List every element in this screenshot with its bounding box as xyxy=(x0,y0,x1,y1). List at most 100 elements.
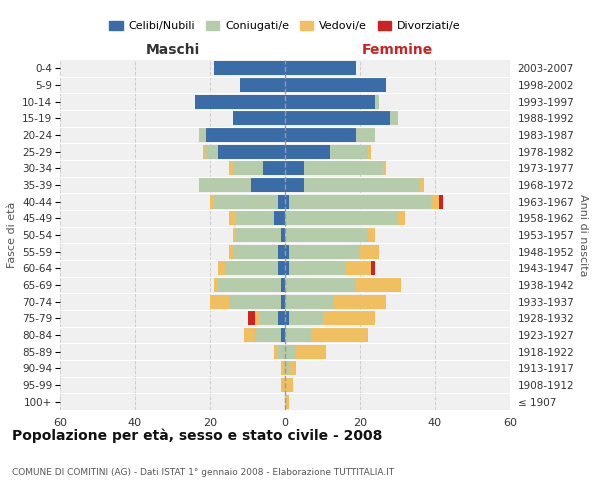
Bar xyxy=(285,128,356,142)
Bar xyxy=(218,144,285,159)
Bar xyxy=(277,344,285,359)
Bar xyxy=(420,178,424,192)
Bar xyxy=(263,162,285,175)
Y-axis label: Anni di nascita: Anni di nascita xyxy=(578,194,588,276)
Y-axis label: Fasce di età: Fasce di età xyxy=(7,202,17,268)
Legend: Celibi/Nubili, Coniugati/e, Vedovi/e, Divorziati/e: Celibi/Nubili, Coniugati/e, Vedovi/e, Di… xyxy=(105,16,465,36)
Bar xyxy=(206,128,285,142)
Bar xyxy=(255,328,281,342)
Bar xyxy=(281,278,285,292)
Bar xyxy=(285,328,311,342)
Bar xyxy=(229,162,233,175)
Bar xyxy=(281,378,285,392)
Bar xyxy=(199,128,206,142)
Bar xyxy=(367,144,371,159)
Bar xyxy=(431,194,439,209)
Bar xyxy=(229,244,233,259)
Text: Popolazione per età, sesso e stato civile - 2008: Popolazione per età, sesso e stato civil… xyxy=(12,428,382,443)
Bar xyxy=(281,228,285,242)
Bar xyxy=(375,94,379,109)
Bar xyxy=(248,311,255,326)
Bar xyxy=(210,194,214,209)
Bar xyxy=(195,94,285,109)
Bar xyxy=(218,278,281,292)
Bar xyxy=(233,244,277,259)
Bar xyxy=(285,112,390,126)
Text: Maschi: Maschi xyxy=(145,42,200,56)
Bar xyxy=(255,311,259,326)
Bar xyxy=(356,128,375,142)
Bar xyxy=(233,162,263,175)
Bar xyxy=(285,394,289,409)
Bar xyxy=(304,178,420,192)
Bar xyxy=(289,361,296,376)
Bar xyxy=(259,311,277,326)
Bar xyxy=(281,328,285,342)
Bar xyxy=(289,261,345,276)
Bar xyxy=(371,261,375,276)
Bar xyxy=(356,278,401,292)
Bar xyxy=(398,211,405,226)
Bar xyxy=(345,261,371,276)
Bar xyxy=(360,244,379,259)
Bar xyxy=(203,144,206,159)
Bar xyxy=(281,361,285,376)
Bar xyxy=(285,344,296,359)
Bar xyxy=(281,294,285,308)
Bar xyxy=(285,194,289,209)
Bar xyxy=(285,62,356,76)
Bar xyxy=(199,178,251,192)
Bar xyxy=(233,112,285,126)
Bar xyxy=(214,194,277,209)
Bar xyxy=(285,311,289,326)
Bar xyxy=(285,278,356,292)
Bar xyxy=(323,311,375,326)
Bar xyxy=(225,261,277,276)
Bar xyxy=(289,244,360,259)
Bar xyxy=(285,244,289,259)
Text: COMUNE DI COMITINI (AG) - Dati ISTAT 1° gennaio 2008 - Elaborazione TUTTITALIA.I: COMUNE DI COMITINI (AG) - Dati ISTAT 1° … xyxy=(12,468,394,477)
Bar xyxy=(289,311,323,326)
Bar xyxy=(233,228,236,242)
Bar xyxy=(367,228,375,242)
Bar xyxy=(244,328,255,342)
Bar xyxy=(236,211,274,226)
Bar xyxy=(277,311,285,326)
Bar xyxy=(229,294,281,308)
Bar xyxy=(330,144,367,159)
Bar xyxy=(285,94,375,109)
Bar xyxy=(285,261,289,276)
Bar xyxy=(218,261,225,276)
Bar xyxy=(206,144,218,159)
Bar xyxy=(285,211,398,226)
Bar xyxy=(214,278,218,292)
Bar xyxy=(274,344,277,359)
Bar xyxy=(285,178,304,192)
Bar xyxy=(251,178,285,192)
Bar xyxy=(229,211,236,226)
Bar xyxy=(383,162,386,175)
Bar xyxy=(285,378,293,392)
Bar xyxy=(390,112,398,126)
Bar xyxy=(285,294,334,308)
Text: Femmine: Femmine xyxy=(362,42,433,56)
Bar xyxy=(334,294,386,308)
Bar xyxy=(289,194,431,209)
Bar xyxy=(240,78,285,92)
Bar xyxy=(311,328,367,342)
Bar xyxy=(214,62,285,76)
Bar xyxy=(285,78,386,92)
Bar xyxy=(285,162,304,175)
Bar xyxy=(439,194,443,209)
Bar xyxy=(210,294,229,308)
Bar xyxy=(277,244,285,259)
Bar xyxy=(304,162,383,175)
Bar xyxy=(277,261,285,276)
Bar xyxy=(277,194,285,209)
Bar xyxy=(285,144,330,159)
Bar xyxy=(274,211,285,226)
Bar xyxy=(285,361,289,376)
Bar xyxy=(236,228,281,242)
Bar xyxy=(285,228,367,242)
Bar xyxy=(296,344,326,359)
